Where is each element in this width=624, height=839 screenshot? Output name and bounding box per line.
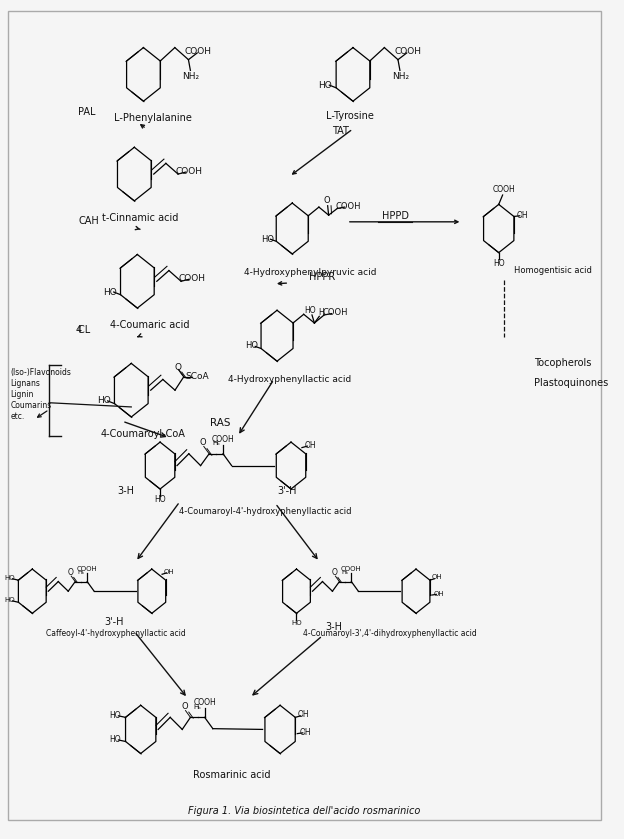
Text: NH₂: NH₂ [182,72,200,81]
Text: O: O [67,568,73,577]
Text: Homogentisic acid: Homogentisic acid [514,266,592,275]
Text: RAS: RAS [210,418,231,428]
Text: OH: OH [434,591,444,597]
Text: L-Tyrosine: L-Tyrosine [326,112,374,122]
Text: OH: OH [432,575,442,581]
Text: OH: OH [305,440,316,450]
Text: COOH: COOH [185,47,212,56]
Text: HO: HO [4,597,15,603]
Text: PAL: PAL [79,107,96,117]
Text: 4-Coumaric acid: 4-Coumaric acid [110,320,189,330]
Text: Rosmarinic acid: Rosmarinic acid [193,770,270,780]
Text: O: O [331,568,338,577]
Text: HO: HO [245,341,258,351]
Text: HO: HO [109,735,120,743]
Text: COOH: COOH [492,185,515,194]
Text: 3'-H: 3'-H [104,618,124,628]
Text: (Iso-)Flavonoids: (Iso-)Flavonoids [11,368,71,377]
Text: HO: HO [97,396,110,405]
Text: Lignin: Lignin [11,390,34,399]
Text: HO: HO [305,306,316,315]
Text: Coumarins: Coumarins [11,401,52,409]
Text: COOH: COOH [175,167,202,176]
Text: 4-Coumaroyl-CoA: 4-Coumaroyl-CoA [101,429,186,439]
Text: COOH: COOH [178,274,205,283]
Text: 4-Hydroxyphenylpyruvic acid: 4-Hydroxyphenylpyruvic acid [244,268,377,277]
Text: 4-Coumaroyl-3',4'-dihydroxyphenyllactic acid: 4-Coumaroyl-3',4'-dihydroxyphenyllactic … [303,628,476,638]
Text: O: O [200,438,206,447]
Text: 4-Coumaroyl-4'-hydroxyphenyllactic acid: 4-Coumaroyl-4'-hydroxyphenyllactic acid [178,507,351,516]
Text: COOH: COOH [193,698,216,706]
Text: OH: OH [163,569,174,576]
Text: HO: HO [154,494,166,503]
Text: Plastoquinones: Plastoquinones [534,378,608,388]
Text: OH: OH [298,710,310,719]
Text: Hₖ: Hₖ [212,440,220,446]
Text: HPPD: HPPD [382,211,409,221]
Text: O: O [324,195,331,205]
Text: SCoA: SCoA [185,373,209,381]
Text: CAH: CAH [79,216,99,226]
Text: 3-H: 3-H [326,623,343,633]
Text: Tocopherols: Tocopherols [534,358,592,368]
Text: Hₖ: Hₖ [341,571,349,576]
Text: HO: HO [261,235,274,244]
Text: O: O [181,702,188,711]
Text: Figura 1. Via biosintetica dell'acido rosmarinico: Figura 1. Via biosintetica dell'acido ro… [188,805,421,816]
Text: t-Cinnamic acid: t-Cinnamic acid [102,212,178,222]
Text: 3'-H: 3'-H [277,486,296,496]
Text: 4: 4 [76,325,82,335]
Text: OH: OH [300,728,311,737]
Text: 4-Hydroxyphenyllactic acid: 4-Hydroxyphenyllactic acid [228,375,351,383]
Text: HO: HO [4,575,15,581]
Text: HO: HO [493,259,505,268]
Text: NH₂: NH₂ [392,72,409,81]
Text: HO: HO [319,81,333,90]
Text: TAT: TAT [332,126,349,136]
Text: H: H [318,308,324,317]
Text: COOH: COOH [341,566,362,572]
Text: COOH: COOH [394,47,421,56]
Text: Hₖ: Hₖ [193,704,202,710]
Text: Hₖ: Hₖ [77,571,85,576]
Text: OH: OH [517,211,529,220]
Text: L-Phenylalanine: L-Phenylalanine [114,113,192,123]
Text: HO: HO [109,711,120,720]
Text: 3-H: 3-H [117,486,134,496]
Text: HPPR: HPPR [310,272,336,282]
Text: COOH: COOH [335,202,361,211]
Text: COOH: COOH [322,309,348,317]
Text: HO: HO [103,288,117,296]
Text: Lignans: Lignans [11,379,41,388]
Text: etc.: etc. [11,412,25,420]
Text: CL: CL [79,325,97,335]
Text: COOH: COOH [212,435,235,444]
Text: O: O [175,363,182,372]
Text: Caffeoyl-4'-hydroxyphenyllactic acid: Caffeoyl-4'-hydroxyphenyllactic acid [46,628,186,638]
Text: COOH: COOH [77,566,97,572]
Text: HO: HO [291,620,302,627]
